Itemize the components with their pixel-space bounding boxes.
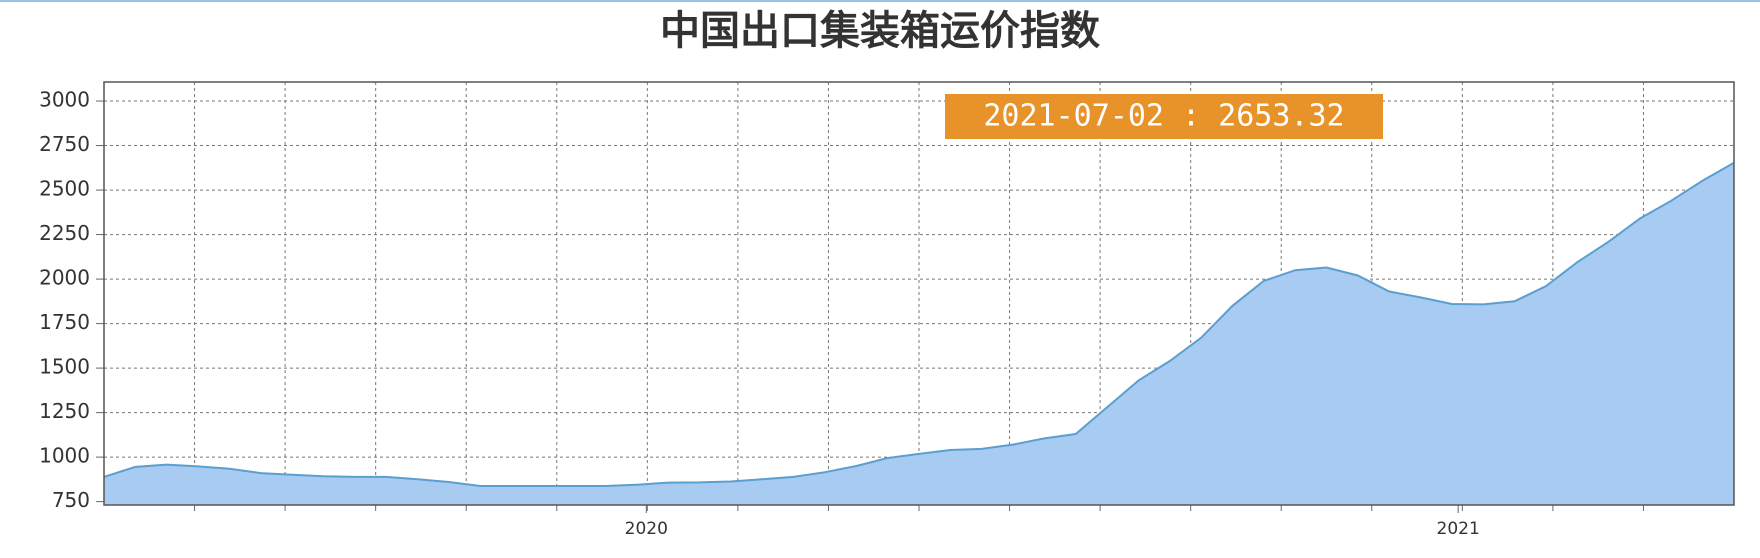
x-tick-label: 2021 bbox=[1437, 519, 1480, 539]
area-fill bbox=[104, 162, 1734, 506]
y-tick-label: 1500 bbox=[39, 355, 90, 379]
y-tick-label: 2250 bbox=[39, 221, 90, 245]
tooltip-box bbox=[945, 94, 1383, 139]
y-tick-label: 2750 bbox=[39, 132, 90, 156]
y-tick-label: 1250 bbox=[39, 399, 90, 423]
chart-title: 中国出口集装箱运价指数 bbox=[660, 7, 1100, 54]
plot-border bbox=[103, 81, 1735, 506]
x-tick-label: 2020 bbox=[625, 519, 668, 539]
y-tick-label: 1000 bbox=[39, 444, 90, 468]
tooltip-text: 2021-07-02 : 2653.32 bbox=[983, 99, 1344, 134]
y-tick-label: 2000 bbox=[39, 266, 90, 290]
y-tick-label: 2500 bbox=[39, 177, 90, 201]
y-tick-label: 3000 bbox=[39, 88, 90, 112]
area-line bbox=[103, 161, 1735, 487]
y-tick-label: 1750 bbox=[39, 310, 90, 334]
y-tick-label: 750 bbox=[52, 488, 90, 512]
